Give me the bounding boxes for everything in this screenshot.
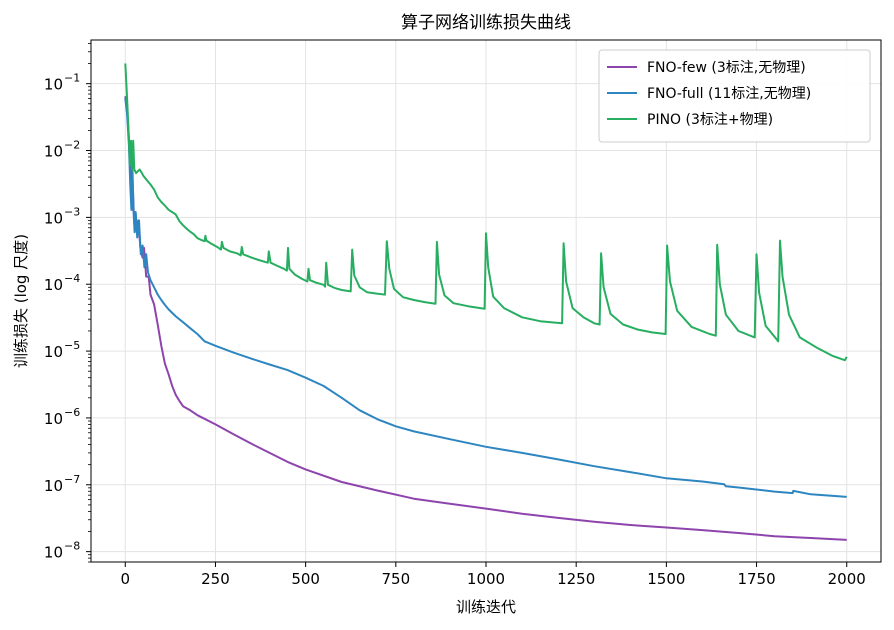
x-tick-label: 500 [291,570,320,588]
y-tick-exponent: −1 [64,72,80,85]
x-tick-label: 1750 [737,570,775,588]
x-tick-label: 750 [381,570,410,588]
y-tick-base: 10 [44,477,63,495]
y-tick-base: 10 [44,410,63,428]
y-tick-label: 10 [44,343,63,361]
x-tick-label: 1000 [467,570,505,588]
y-tick-base: 10 [44,143,63,161]
tick-layer: 0 250 500 750 1000 1250 1500 1750 200010−810−710… [44,43,866,588]
y-tick-label: 10 [44,544,63,562]
y-tick-label: 10 [44,143,63,161]
y-tick-exponent: −6 [64,406,80,419]
y-tick-label: 10 [44,477,63,495]
x-tick-label: 1500 [647,570,685,588]
legend-label-2: PINO (3标注+物理) [647,112,773,128]
series-line-2 [124,63,848,362]
y-axis-title: 训练损失 (log 尺度) [12,234,30,368]
legend-label-1: FNO-full (11标注,无物理) [647,86,811,102]
legend: FNO-few (3标注,无物理) FNO-full (11标注,无物理) PINO… [598,49,871,143]
y-tick-exponent: −5 [64,339,80,352]
series-line-1 [124,98,847,498]
legend-box [598,49,871,143]
y-tick-base: 10 [44,544,63,562]
y-tick-exponent: −8 [64,540,80,553]
y-tick-exponent: −3 [64,205,80,218]
y-tick-label: 10 [44,209,63,227]
y-tick-label: 10 [44,410,63,428]
y-tick-base: 10 [44,209,63,227]
x-tick-label: 0 [120,570,130,588]
y-tick-label: 10 [44,276,63,294]
y-tick-exponent: −7 [64,473,80,486]
y-tick-base: 10 [44,76,63,94]
y-tick-exponent: −2 [64,139,80,152]
y-tick-exponent: −4 [64,272,80,285]
x-tick-label: 2000 [828,570,866,588]
x-axis-title: 训练迭代 [456,598,516,616]
chart-title: 算子网络训练损失曲线 [401,13,571,33]
x-tick-label: 250 [201,570,230,588]
series-layer [124,63,848,541]
y-tick-base: 10 [44,343,63,361]
legend-label-0: FNO-few (3标注,无物理) [647,60,806,76]
x-tick-label: 1250 [557,570,595,588]
y-tick-label: 10 [44,76,63,94]
y-tick-base: 10 [44,276,63,294]
